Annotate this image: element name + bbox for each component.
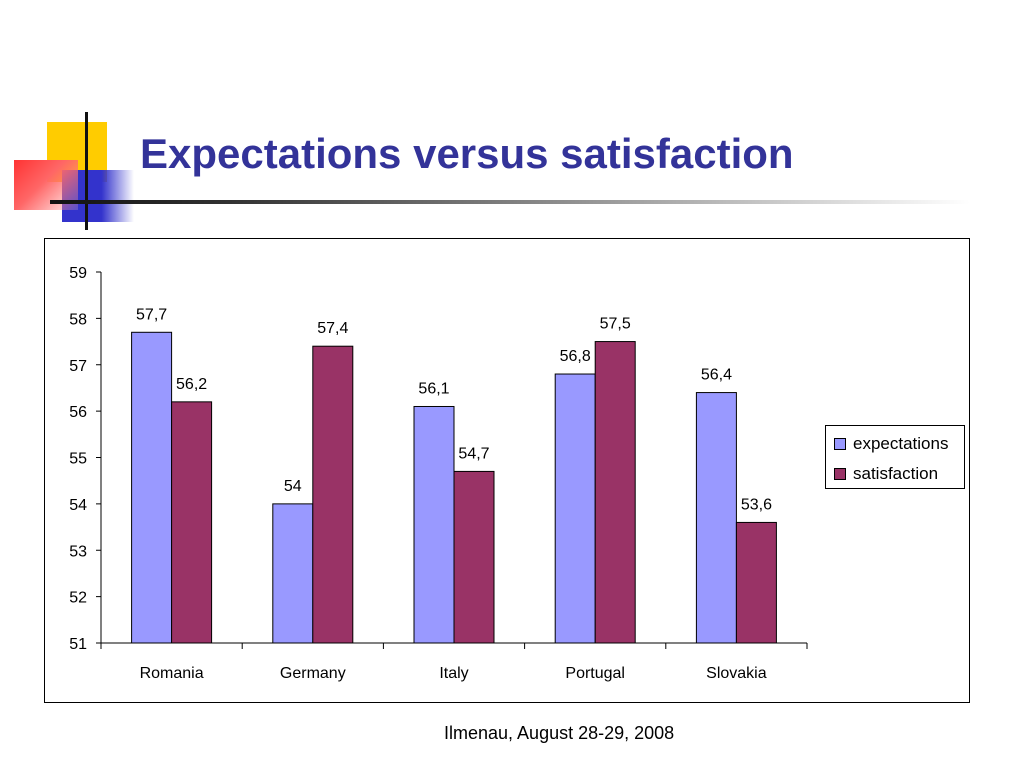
bar-satisfaction-slovakia (735, 521, 777, 644)
y-tick-label: 57 (69, 358, 87, 375)
data-label-satisfaction-slovakia: 53,6 (741, 496, 772, 513)
bar-expectations-slovakia (695, 392, 737, 644)
chart-legend: expectations satisfaction (825, 425, 965, 489)
slide-logo (0, 0, 140, 240)
data-label-satisfaction-romania: 56,2 (176, 376, 207, 393)
y-tick-label: 59 (69, 265, 87, 282)
bar-satisfaction-romania (171, 401, 213, 644)
bar-expectations-germany (272, 503, 314, 644)
data-label-satisfaction-germany: 57,4 (317, 320, 348, 337)
bar-satisfaction-italy (453, 470, 495, 644)
bar-chart: 51 52 53 54 55 56 57 58 59 57,7 56,2 Romania 54 57,4 G… (69, 265, 808, 682)
data-label-expectations-portugal: 56,8 (560, 348, 591, 365)
y-tick-label: 55 (69, 451, 87, 468)
x-category-label-italy: Italy (439, 665, 468, 682)
legend-item-expectations: expectations (834, 434, 948, 454)
x-category-label-slovakia: Slovakia (706, 665, 767, 682)
chart-container: 51 52 53 54 55 56 57 58 59 57,7 56,2 Romania 54 57,4 G… (44, 238, 970, 703)
data-label-expectations-romania: 57,7 (136, 306, 167, 323)
page-title: Expectations versus satisfaction (140, 130, 794, 177)
legend-label-expectations: expectations (853, 434, 949, 453)
bar-expectations-portugal (554, 373, 596, 644)
data-label-expectations-germany: 54 (284, 478, 302, 495)
y-tick-label: 51 (69, 636, 87, 653)
data-label-expectations-slovakia: 56,4 (701, 367, 732, 384)
legend-swatch-satisfaction (834, 468, 846, 480)
x-category-label-romania: Romania (140, 665, 204, 682)
y-tick-label: 58 (69, 311, 87, 328)
legend-label-satisfaction: satisfaction (853, 464, 939, 483)
logo-vertical-line (85, 112, 88, 230)
legend-item-satisfaction: satisfaction (834, 464, 938, 484)
y-tick-label: 52 (69, 590, 87, 607)
y-tick-label: 53 (69, 543, 87, 560)
data-label-expectations-italy: 56,1 (418, 380, 449, 397)
data-label-satisfaction-portugal: 57,5 (600, 316, 631, 333)
data-label-satisfaction-italy: 54,7 (458, 445, 489, 462)
x-category-label-portugal: Portugal (565, 665, 625, 682)
bar-expectations-italy (413, 405, 455, 644)
y-tick-label: 54 (69, 497, 87, 514)
bar-satisfaction-portugal (594, 341, 636, 644)
bar-satisfaction-germany (312, 345, 354, 644)
title-underline (50, 200, 970, 204)
y-tick-label: 56 (69, 404, 87, 421)
legend-swatch-expectations (834, 438, 846, 450)
x-category-label-germany: Germany (280, 665, 346, 682)
slide-footer: Ilmenau, August 28-29, 2008 (444, 723, 675, 743)
bar-expectations-romania (131, 331, 173, 644)
